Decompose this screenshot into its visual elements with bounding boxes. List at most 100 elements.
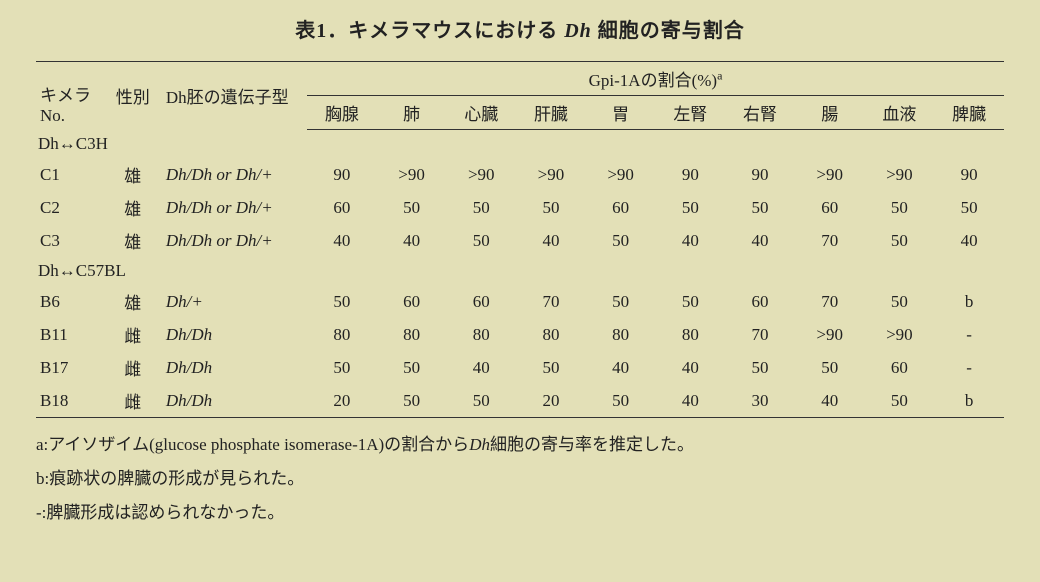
cell-sex: 雌 xyxy=(104,351,162,384)
cell-value: >90 xyxy=(865,158,935,191)
footnote-b: b:痕跡状の脾臓の形成が見られた。 xyxy=(36,462,1004,496)
cell-value: 60 xyxy=(725,285,795,318)
cell-genotype: Dh/Dh or Dh/+ xyxy=(162,191,307,224)
cell-no: B18 xyxy=(36,384,104,418)
title-suffix: 細胞の寄与割合 xyxy=(592,20,745,42)
table-row: C3雄Dh/Dh or Dh/+40405040504040705040 xyxy=(36,224,1004,257)
col-6: 右腎 xyxy=(725,96,795,130)
col-3: 肝臓 xyxy=(516,96,586,130)
cell-sex: 雄 xyxy=(104,224,162,257)
cell-value: 50 xyxy=(725,191,795,224)
cell-no: B11 xyxy=(36,318,104,351)
span-header-text: Gpi-1Aの割合(%) xyxy=(589,71,717,90)
footnote-a: a:アイソザイム(glucose phosphate isomerase-1A)… xyxy=(36,428,1004,462)
cell-sex: 雌 xyxy=(104,318,162,351)
cell-genotype: Dh/Dh xyxy=(162,384,307,418)
table-row: B18雌Dh/Dh205050205040304050b xyxy=(36,384,1004,418)
cell-value: 60 xyxy=(586,191,656,224)
footnote-dash: -:脾臓形成は認められなかった。 xyxy=(36,496,1004,530)
cell-value: 70 xyxy=(795,224,865,257)
title-italic: Dh xyxy=(564,20,592,42)
cell-sex: 雄 xyxy=(104,158,162,191)
table-row: B11雌Dh/Dh80808080808070>90>90- xyxy=(36,318,1004,351)
cell-value: 80 xyxy=(655,318,725,351)
cell-value: 50 xyxy=(586,384,656,418)
table-title: 表1．キメラマウスにおける Dh 細胞の寄与割合 xyxy=(36,14,1004,43)
col-7: 腸 xyxy=(795,96,865,130)
cell-no: B6 xyxy=(36,285,104,318)
cell-value: 40 xyxy=(446,351,516,384)
cell-value: 90 xyxy=(307,158,377,191)
cell-value: 90 xyxy=(655,158,725,191)
cell-value: 60 xyxy=(307,191,377,224)
cell-value: 50 xyxy=(586,285,656,318)
cell-genotype: Dh/Dh xyxy=(162,351,307,384)
cell-value: 50 xyxy=(586,224,656,257)
cell-no: C2 xyxy=(36,191,104,224)
cell-value: 70 xyxy=(516,285,586,318)
cell-value: >90 xyxy=(516,158,586,191)
cell-value: 40 xyxy=(655,224,725,257)
table-row: C1雄Dh/Dh or Dh/+90>90>90>90>909090>90>90… xyxy=(36,158,1004,191)
cell-genotype: Dh/Dh xyxy=(162,318,307,351)
col-genotype: Dh胚の遺伝子型 xyxy=(162,62,307,130)
cell-value: 50 xyxy=(307,351,377,384)
cell-value: - xyxy=(934,318,1004,351)
cell-value: 40 xyxy=(934,224,1004,257)
col-9: 脾臓 xyxy=(934,96,1004,130)
cell-value: >90 xyxy=(377,158,447,191)
cell-value: 50 xyxy=(865,191,935,224)
cell-value: 50 xyxy=(725,351,795,384)
cell-value: 40 xyxy=(655,384,725,418)
cell-value: 80 xyxy=(377,318,447,351)
cell-no: C1 xyxy=(36,158,104,191)
cell-value: >90 xyxy=(795,318,865,351)
cell-sex: 雄 xyxy=(104,191,162,224)
cell-genotype: Dh/+ xyxy=(162,285,307,318)
cell-value: 20 xyxy=(307,384,377,418)
cell-value: 80 xyxy=(516,318,586,351)
col-1: 肺 xyxy=(377,96,447,130)
cell-value: 70 xyxy=(725,318,795,351)
cell-value: 50 xyxy=(795,351,865,384)
cell-value: >90 xyxy=(586,158,656,191)
cell-value: 50 xyxy=(377,191,447,224)
table-row: B17雌Dh/Dh505040504040505060- xyxy=(36,351,1004,384)
cell-value: 90 xyxy=(934,158,1004,191)
col-4: 胃 xyxy=(586,96,656,130)
cell-value: b xyxy=(934,285,1004,318)
cell-value: 70 xyxy=(795,285,865,318)
cell-value: 60 xyxy=(446,285,516,318)
cell-value: 50 xyxy=(865,384,935,418)
title-prefix: 表1．キメラマウスにおける xyxy=(295,20,564,42)
cell-value: 80 xyxy=(307,318,377,351)
cell-genotype: Dh/Dh or Dh/+ xyxy=(162,224,307,257)
cell-value: 50 xyxy=(446,224,516,257)
cell-value: 40 xyxy=(586,351,656,384)
cell-value: 40 xyxy=(516,224,586,257)
cell-sex: 雄 xyxy=(104,285,162,318)
group-1: Dh↔C3H xyxy=(36,130,1004,159)
table-row: C2雄Dh/Dh or Dh/+60505050605050605050 xyxy=(36,191,1004,224)
cell-value: 50 xyxy=(655,191,725,224)
cell-value: 50 xyxy=(865,285,935,318)
cell-value: >90 xyxy=(865,318,935,351)
cell-value: 50 xyxy=(865,224,935,257)
cell-no: C3 xyxy=(36,224,104,257)
cell-no: B17 xyxy=(36,351,104,384)
col-sex: 性別 xyxy=(104,62,162,130)
cell-value: 40 xyxy=(655,351,725,384)
cell-value: b xyxy=(934,384,1004,418)
cell-sex: 雌 xyxy=(104,384,162,418)
table-row: B6雄Dh/+506060705050607050b xyxy=(36,285,1004,318)
cell-value: 40 xyxy=(725,224,795,257)
footnote-a-pre: a:アイソザイム(glucose phosphate isomerase-1A)… xyxy=(36,435,469,454)
footnote-a-italic: Dh xyxy=(469,435,490,454)
cell-value: 60 xyxy=(377,285,447,318)
cell-value: 40 xyxy=(307,224,377,257)
cell-value: 50 xyxy=(934,191,1004,224)
cell-value: 40 xyxy=(795,384,865,418)
col-chimera-label: キメラ xyxy=(40,86,91,105)
cell-value: 50 xyxy=(446,191,516,224)
cell-value: 50 xyxy=(516,191,586,224)
